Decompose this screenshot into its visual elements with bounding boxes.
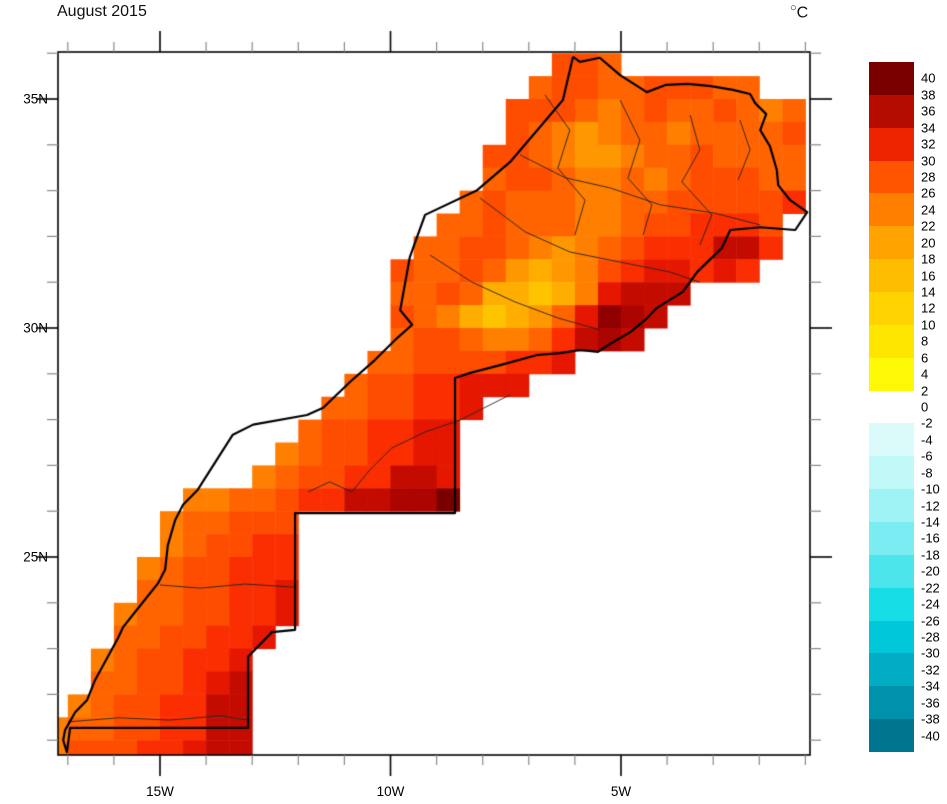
- colorbar-unit-label: ○C: [790, 2, 808, 22]
- colorbar-tick-label: 40: [921, 70, 936, 86]
- colorbar-tick-label: -34: [921, 678, 940, 694]
- colorbar-band: [869, 94, 914, 128]
- colorbar-tick-label: -14: [921, 514, 940, 530]
- y-axis-tick-label: 25N: [23, 549, 48, 565]
- colorbar-tick-label: -6: [921, 448, 933, 464]
- colorbar-tick-label: -20: [921, 563, 940, 579]
- colorbar-tick-label: -12: [921, 498, 940, 514]
- y-axis-tick-label: 35N: [23, 91, 48, 107]
- colorbar-tick-label: -30: [921, 645, 940, 661]
- colorbar-band: [869, 62, 914, 95]
- colorbar-tick-label: 0: [921, 399, 929, 415]
- colorbar-tick-label: -10: [921, 481, 940, 497]
- colorbar-band: [869, 193, 914, 227]
- colorbar-tick-label: -2: [921, 415, 933, 431]
- colorbar-band: [869, 522, 914, 555]
- colorbar-tick-label: -32: [921, 662, 940, 678]
- colorbar-tick-label: 24: [921, 202, 936, 218]
- colorbar-tick-label: -24: [921, 596, 940, 612]
- colorbar-tick-label: 26: [921, 185, 936, 201]
- x-axis-tick-label: 15W: [146, 784, 174, 799]
- colorbar-tick-label: -36: [921, 695, 940, 711]
- colorbar-band: [869, 456, 914, 490]
- colorbar-tick-label: 12: [921, 300, 936, 316]
- colorbar-band: [869, 587, 914, 621]
- colorbar-tick-label: -22: [921, 580, 940, 596]
- colorbar-band: [869, 423, 914, 457]
- colorbar-band: [869, 357, 914, 391]
- colorbar-band: [869, 620, 914, 654]
- colorbar-tick-label: -26: [921, 613, 940, 629]
- colorbar-band: [869, 719, 914, 753]
- colorbar-tick-label: 32: [921, 136, 936, 152]
- colorbar-band: [869, 160, 914, 194]
- colorbar-tick-label: -16: [921, 530, 940, 546]
- colorbar-tick-label: -38: [921, 711, 940, 727]
- colorbar-tick-label: 20: [921, 235, 936, 251]
- colorbar-band: [869, 390, 914, 424]
- colorbar-band: [869, 127, 914, 161]
- colorbar-band: [869, 259, 914, 293]
- colorbar-tick-label: -40: [921, 728, 940, 744]
- colorbar-tick-label: -8: [921, 465, 933, 481]
- colorbar-tick-label: -4: [921, 432, 933, 448]
- colorbar-band: [869, 653, 914, 687]
- degree-symbol: ○: [790, 2, 797, 14]
- x-axis-tick-label: 10W: [376, 784, 405, 799]
- colorbar-band: [869, 324, 914, 358]
- colorbar-tick-label: 6: [921, 350, 929, 366]
- colorbar-band: [869, 686, 914, 720]
- colorbar-tick-label: -18: [921, 547, 940, 563]
- colorbar-tick-label: 18: [921, 251, 936, 267]
- colorbar-tick-label: 8: [921, 333, 929, 349]
- colorbar-tick-label: -28: [921, 629, 940, 645]
- colorbar-tick-label: 22: [921, 218, 936, 234]
- colorbar: [869, 62, 914, 753]
- colorbar-tick-label: 30: [921, 153, 936, 169]
- colorbar-tick-label: 28: [921, 169, 936, 185]
- x-axis-tick-label: 5W: [610, 784, 632, 799]
- colorbar-tick-label: 10: [921, 317, 936, 333]
- colorbar-band: [869, 489, 914, 523]
- colorbar-tick-label: 4: [921, 366, 929, 382]
- colorbar-band: [869, 226, 914, 260]
- colorbar-tick-label: 34: [921, 120, 936, 136]
- colorbar-tick-label: 2: [921, 383, 929, 399]
- plot-title: August 2015: [57, 3, 147, 20]
- y-axis-tick-label: 30N: [23, 320, 48, 336]
- colorbar-band: [869, 292, 914, 325]
- colorbar-band: [869, 554, 914, 588]
- unit-letter: C: [796, 4, 809, 22]
- colorbar-tick-label: 36: [921, 103, 936, 119]
- colorbar-tick-label: 14: [921, 284, 936, 300]
- colorbar-tick-label: 38: [921, 87, 936, 103]
- colorbar-tick-label: 16: [921, 268, 936, 284]
